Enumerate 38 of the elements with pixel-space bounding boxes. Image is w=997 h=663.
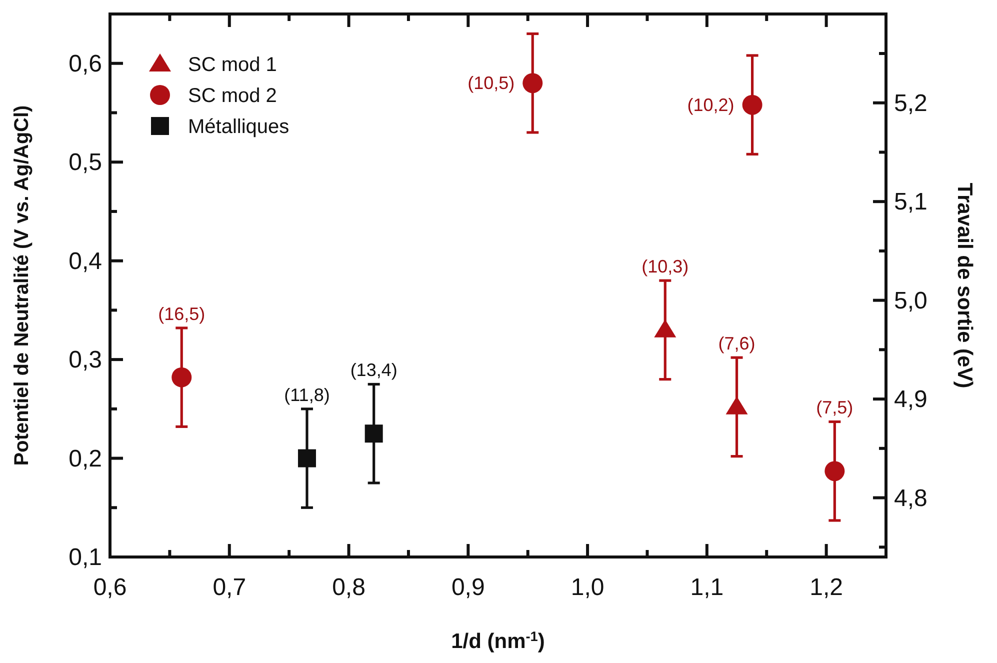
annotation: (10,2) xyxy=(687,94,734,115)
annotation: (10,3) xyxy=(642,256,689,277)
legend-label: Métalliques xyxy=(188,116,290,138)
x-tick-label: 1,0 xyxy=(570,574,604,601)
y2-axis-title: Travail de sortie (eV) xyxy=(953,182,976,388)
annotation: (11,8) xyxy=(284,384,330,405)
y-tick-label: 0,4 xyxy=(68,248,102,275)
legend-label: SC mod 2 xyxy=(188,85,277,107)
x-axis-title: 1/d (nm$^{-1}$) xyxy=(451,628,545,653)
x-tick-label: 0,9 xyxy=(451,574,485,601)
legend-label: SC mod 1 xyxy=(188,54,277,76)
point xyxy=(522,73,543,94)
y2-tick-label: 4,9 xyxy=(894,386,928,414)
point xyxy=(298,449,316,468)
y-tick-label: 0,5 xyxy=(68,149,102,176)
annotation: (13,4) xyxy=(350,360,398,380)
y2-tick-label: 5,1 xyxy=(894,188,928,216)
x-tick-label: 0,8 xyxy=(332,574,366,601)
point xyxy=(742,94,762,115)
y-tick-label: 0,3 xyxy=(68,346,102,374)
y2-tick-label: 5,0 xyxy=(894,287,928,314)
x-tick-label: 0,7 xyxy=(212,574,246,601)
point xyxy=(172,367,192,388)
y2-tick-label: 5,2 xyxy=(894,90,928,117)
x-tick-label: 1,2 xyxy=(810,574,843,601)
annotation: (7,6) xyxy=(718,334,756,354)
y-tick-label: 0,6 xyxy=(68,50,102,78)
y-tick-label: 0,2 xyxy=(68,445,102,472)
annotation: (7,5) xyxy=(816,398,854,418)
annotation: (16,5) xyxy=(158,304,206,324)
point xyxy=(364,424,383,443)
y-axis-title: Potentiel de Neutralité (V vs. Ag/AgCl) xyxy=(11,105,33,466)
x-tick-label: 0,6 xyxy=(93,574,127,601)
y2-tick-label: 4,8 xyxy=(894,484,928,512)
annotation: (10,5) xyxy=(468,73,515,94)
y-tick-label: 0,1 xyxy=(68,544,102,571)
point xyxy=(824,461,845,482)
x-tick-label: 1,1 xyxy=(690,574,724,601)
